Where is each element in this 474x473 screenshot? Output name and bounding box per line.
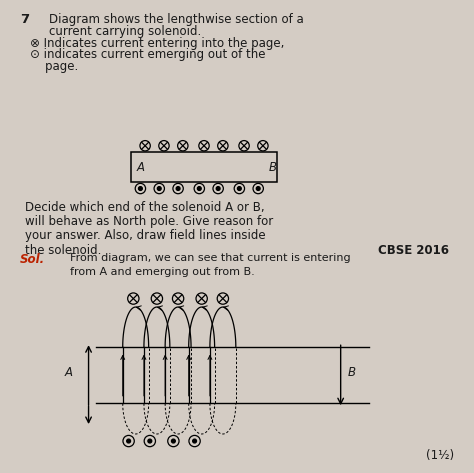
Text: A: A [65, 367, 73, 379]
Circle shape [237, 187, 241, 191]
Text: ⊗ Indicates current entering into the page,: ⊗ Indicates current entering into the pa… [30, 36, 284, 50]
Circle shape [197, 187, 201, 191]
Circle shape [172, 439, 175, 443]
Text: page.: page. [30, 60, 78, 73]
Circle shape [256, 187, 260, 191]
Text: your answer. Also, draw field lines inside: your answer. Also, draw field lines insi… [25, 229, 265, 243]
Text: ⊙ indicates current emerging out of the: ⊙ indicates current emerging out of the [30, 48, 265, 61]
Circle shape [216, 187, 220, 191]
Text: Decide which end of the solenoid A or B,: Decide which end of the solenoid A or B, [25, 201, 264, 214]
Circle shape [127, 439, 130, 443]
Bar [131, 152, 277, 183]
Circle shape [176, 187, 180, 191]
Circle shape [148, 439, 152, 443]
Text: current carrying solenoid.: current carrying solenoid. [48, 25, 201, 38]
Text: the solenoid.: the solenoid. [25, 244, 101, 256]
Text: CBSE 2016: CBSE 2016 [378, 244, 449, 256]
Text: B: B [269, 161, 276, 174]
Text: (1½): (1½) [426, 449, 454, 462]
Text: 7: 7 [20, 13, 29, 26]
Text: will behave as North pole. Give reason for: will behave as North pole. Give reason f… [25, 215, 273, 228]
Text: Diagram shows the lengthwise section of a: Diagram shows the lengthwise section of … [48, 13, 303, 26]
Circle shape [138, 187, 142, 191]
Circle shape [193, 439, 197, 443]
Text: From diagram, we can see that current is entering: From diagram, we can see that current is… [70, 253, 350, 263]
Text: A: A [137, 161, 145, 174]
Text: B: B [348, 367, 356, 379]
Text: from A and emerging out from B.: from A and emerging out from B. [70, 267, 255, 277]
Text: Sol.: Sol. [20, 253, 46, 266]
Circle shape [157, 187, 161, 191]
